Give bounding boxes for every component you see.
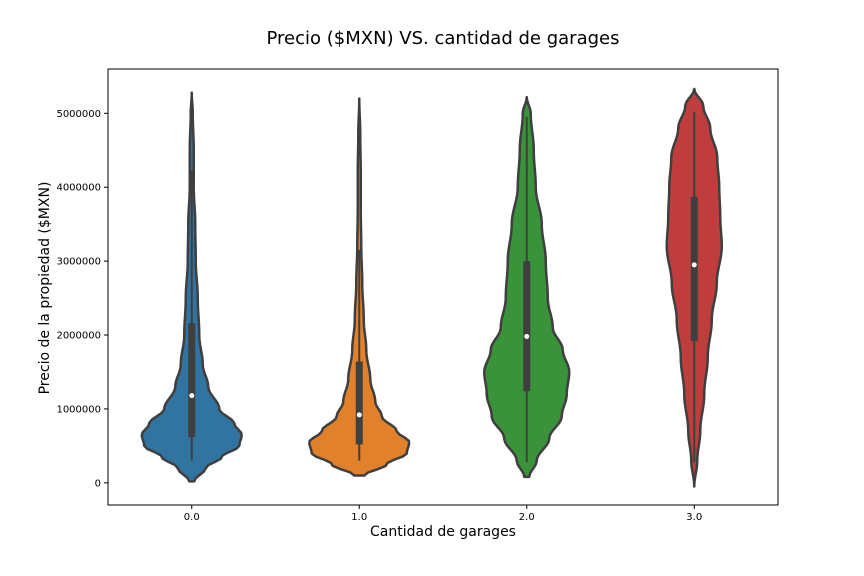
chart-title: Precio ($MXN) VS. cantidad de garages	[267, 28, 620, 49]
x-axis-label: Cantidad de garages	[370, 524, 516, 540]
x-axis: 0.0 1.0 2.0 3.0	[184, 505, 702, 523]
y-tick-label: 5000000	[56, 109, 101, 120]
x-tick-label: 3.0	[686, 512, 702, 523]
y-tick-label: 3000000	[56, 257, 101, 268]
x-tick-label: 0.0	[184, 512, 200, 523]
violin-median-point	[524, 334, 530, 340]
x-tick-label: 1.0	[351, 512, 367, 523]
violin-0.0	[140, 91, 243, 483]
y-axis: 0 1000000 2000000 3000000 4000000 5000000	[56, 109, 108, 489]
violin-median-point	[356, 412, 362, 418]
violin-iqr-box	[690, 196, 698, 341]
violin-median-point	[189, 393, 195, 399]
x-tick-label: 2.0	[519, 512, 535, 523]
violin-median-point	[691, 262, 697, 268]
violin-3.0	[665, 87, 723, 488]
violin-iqr-box	[188, 323, 196, 438]
y-tick-label: 0	[95, 478, 101, 489]
plot-frame	[107, 68, 779, 506]
plot-area	[140, 87, 723, 488]
violin-2.0	[483, 95, 571, 479]
violin-1.0	[308, 97, 411, 477]
violin-iqr-box	[523, 261, 531, 392]
y-tick-label: 4000000	[56, 183, 101, 194]
violin-iqr-box	[355, 361, 363, 445]
y-tick-label: 2000000	[56, 331, 101, 342]
y-axis-label: Precio de la propiedad ($MXN)	[37, 182, 53, 395]
y-tick-label: 1000000	[56, 404, 101, 415]
